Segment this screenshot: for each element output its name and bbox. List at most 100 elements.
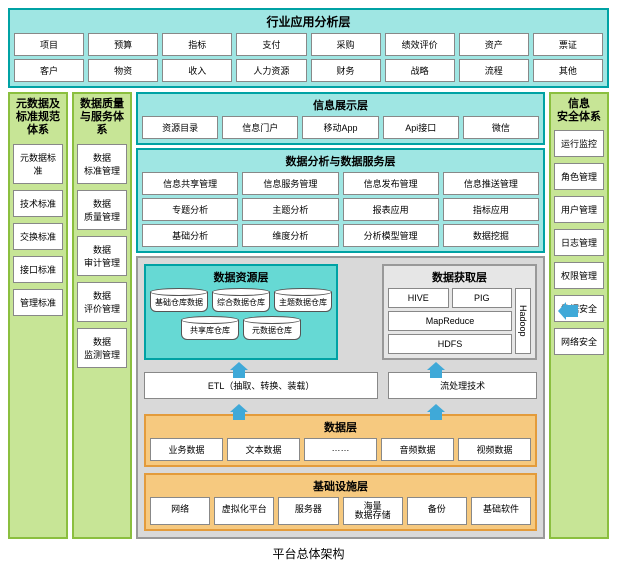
app-cell: 采购 bbox=[311, 33, 381, 56]
center-stack: 信息展示层 资源目录 信息门户 移动App Api接口 微信 数据分析与数据服务… bbox=[136, 92, 545, 539]
display-cell: 微信 bbox=[463, 116, 539, 139]
analysis-cell: 信息服务管理 bbox=[242, 172, 338, 195]
analysis-cell: 主题分析 bbox=[242, 198, 338, 221]
data-cell: 文本数据 bbox=[227, 438, 300, 461]
analysis-cell: 基础分析 bbox=[142, 224, 238, 247]
app-cell: 票证 bbox=[533, 33, 603, 56]
main-columns: 元数据及 标准规范体系 元数据标准 技术标准 交换标准 接口标准 管理标准 数据… bbox=[8, 92, 609, 539]
analysis-cell: 数据挖掘 bbox=[443, 224, 539, 247]
app-cell: 人力资源 bbox=[236, 59, 306, 82]
analysis-cell: 报表应用 bbox=[343, 198, 439, 221]
app-row-2: 客户 物资 收入 人力资源 财务 战略 流程 其他 bbox=[14, 59, 603, 82]
hadoop-cell: HDFS bbox=[388, 334, 512, 354]
display-cell: 移动App bbox=[302, 116, 378, 139]
db-icon: 主题数据仓库 bbox=[274, 288, 332, 312]
app-cell: 资产 bbox=[459, 33, 529, 56]
app-cell: 项目 bbox=[14, 33, 84, 56]
vcell: 日志管理 bbox=[554, 229, 604, 256]
data-cell: 视频数据 bbox=[458, 438, 531, 461]
data-layer: 数据层 业务数据 文本数据 …… 音频数据 视频数据 bbox=[144, 414, 537, 467]
arrow-up-icon bbox=[230, 404, 248, 420]
arrow-up-icon bbox=[427, 362, 445, 378]
infra-cell: 海量 数据存储 bbox=[343, 497, 403, 525]
info-display-layer: 信息展示层 资源目录 信息门户 移动App Api接口 微信 bbox=[136, 92, 545, 145]
analysis-cell: 专题分析 bbox=[142, 198, 238, 221]
app-cell: 流程 bbox=[459, 59, 529, 82]
app-cell: 绩效评价 bbox=[385, 33, 455, 56]
hadoop-stack: HIVE PIG MapReduce HDFS Hadoop bbox=[388, 288, 531, 354]
vcell: 接口标准 bbox=[13, 256, 63, 283]
vcell: 数据 审计管理 bbox=[77, 236, 127, 276]
data-resource-title: 数据资源层 bbox=[150, 269, 332, 285]
data-cell: 音频数据 bbox=[381, 438, 454, 461]
vcell: 权限管理 bbox=[554, 262, 604, 289]
diagram-caption: 平台总体架构 bbox=[8, 545, 609, 562]
infra-cell: 基础软件 bbox=[471, 497, 531, 525]
analysis-cell: 信息推送管理 bbox=[443, 172, 539, 195]
data-analysis-title: 数据分析与数据服务层 bbox=[142, 153, 539, 169]
app-cell: 收入 bbox=[162, 59, 232, 82]
vcell: 元数据标准 bbox=[13, 144, 63, 184]
data-cell: …… bbox=[304, 438, 377, 461]
display-cell: 资源目录 bbox=[142, 116, 218, 139]
data-resource-layer: 数据资源层 基础仓库数据 综合数据仓库 主题数据仓库 共享库仓库 元数据仓库 bbox=[144, 264, 338, 360]
data-layer-title: 数据层 bbox=[150, 419, 531, 435]
vcell: 数据 质量管理 bbox=[77, 190, 127, 230]
infra-layer-title: 基础设施层 bbox=[150, 478, 531, 494]
analysis-cell: 维度分析 bbox=[242, 224, 338, 247]
infra-cell: 虚拟化平台 bbox=[214, 497, 274, 525]
arrow-left-icon bbox=[558, 302, 578, 398]
analysis-cell: 信息发布管理 bbox=[343, 172, 439, 195]
db-icon: 基础仓库数据 bbox=[150, 288, 208, 312]
vcell: 技术标准 bbox=[13, 190, 63, 217]
db-icon: 共享库仓库 bbox=[181, 316, 239, 340]
etl-row: ETL（抽取、转换、装载） 流处理技术 bbox=[144, 372, 537, 399]
metadata-standards-title: 元数据及 标准规范体系 bbox=[13, 98, 63, 138]
resource-acq-row: 数据资源层 基础仓库数据 综合数据仓库 主题数据仓库 共享库仓库 元数据仓库 bbox=[144, 264, 537, 360]
data-cell: 业务数据 bbox=[150, 438, 223, 461]
display-cell: 信息门户 bbox=[222, 116, 298, 139]
arrow-up-icon bbox=[427, 404, 445, 420]
etl-cell: ETL（抽取、转换、装载） bbox=[144, 372, 378, 399]
vcell: 数据 监测管理 bbox=[77, 328, 127, 368]
gray-wrapper: 数据资源层 基础仓库数据 综合数据仓库 主题数据仓库 共享库仓库 元数据仓库 bbox=[136, 256, 545, 539]
data-quality-column: 数据质量 与服务体系 数据 标准管理 数据 质量管理 数据 审计管理 数据 评价… bbox=[72, 92, 132, 539]
vcell: 数据 评价管理 bbox=[77, 282, 127, 322]
display-cell: Api接口 bbox=[383, 116, 459, 139]
hadoop-cell: HIVE bbox=[388, 288, 449, 308]
hadoop-cell: PIG bbox=[452, 288, 513, 308]
app-row-1: 项目 预算 指标 支付 采购 绩效评价 资产 票证 bbox=[14, 33, 603, 56]
industry-application-layer: 行业应用分析层 项目 预算 指标 支付 采购 绩效评价 资产 票证 客户 物资 … bbox=[8, 8, 609, 88]
db-icon: 元数据仓库 bbox=[243, 316, 301, 340]
app-cell: 战略 bbox=[385, 59, 455, 82]
info-security-title: 信息 安全体系 bbox=[557, 98, 601, 124]
app-cell: 物资 bbox=[88, 59, 158, 82]
vcell: 用户管理 bbox=[554, 196, 604, 223]
db-icon: 综合数据仓库 bbox=[212, 288, 270, 312]
app-cell: 财务 bbox=[311, 59, 381, 82]
hadoop-cell: MapReduce bbox=[388, 311, 512, 331]
app-cell: 支付 bbox=[236, 33, 306, 56]
infra-cell: 备份 bbox=[407, 497, 467, 525]
vcell: 运行监控 bbox=[554, 130, 604, 157]
infra-layer: 基础设施层 网络 虚拟化平台 服务器 海量 数据存储 备份 基础软件 bbox=[144, 473, 537, 531]
infra-cell: 网络 bbox=[150, 497, 210, 525]
analysis-cell: 分析模型管理 bbox=[343, 224, 439, 247]
app-cell: 客户 bbox=[14, 59, 84, 82]
app-cell: 其他 bbox=[533, 59, 603, 82]
app-cell: 预算 bbox=[88, 33, 158, 56]
info-display-title: 信息展示层 bbox=[142, 97, 539, 113]
data-quality-title: 数据质量 与服务体系 bbox=[77, 98, 127, 138]
vcell: 角色管理 bbox=[554, 163, 604, 190]
data-acq-layer: 数据获取层 HIVE PIG MapReduce HDFS Hadoop bbox=[382, 264, 537, 360]
industry-application-title: 行业应用分析层 bbox=[14, 13, 603, 30]
hadoop-side-label: Hadoop bbox=[515, 288, 531, 354]
vcell: 管理标准 bbox=[13, 289, 63, 316]
app-cell: 指标 bbox=[162, 33, 232, 56]
data-acq-title: 数据获取层 bbox=[388, 269, 531, 285]
analysis-cell: 信息共享管理 bbox=[142, 172, 238, 195]
vcell: 数据 标准管理 bbox=[77, 144, 127, 184]
metadata-standards-column: 元数据及 标准规范体系 元数据标准 技术标准 交换标准 接口标准 管理标准 bbox=[8, 92, 68, 539]
infra-cell: 服务器 bbox=[278, 497, 338, 525]
analysis-cell: 指标应用 bbox=[443, 198, 539, 221]
